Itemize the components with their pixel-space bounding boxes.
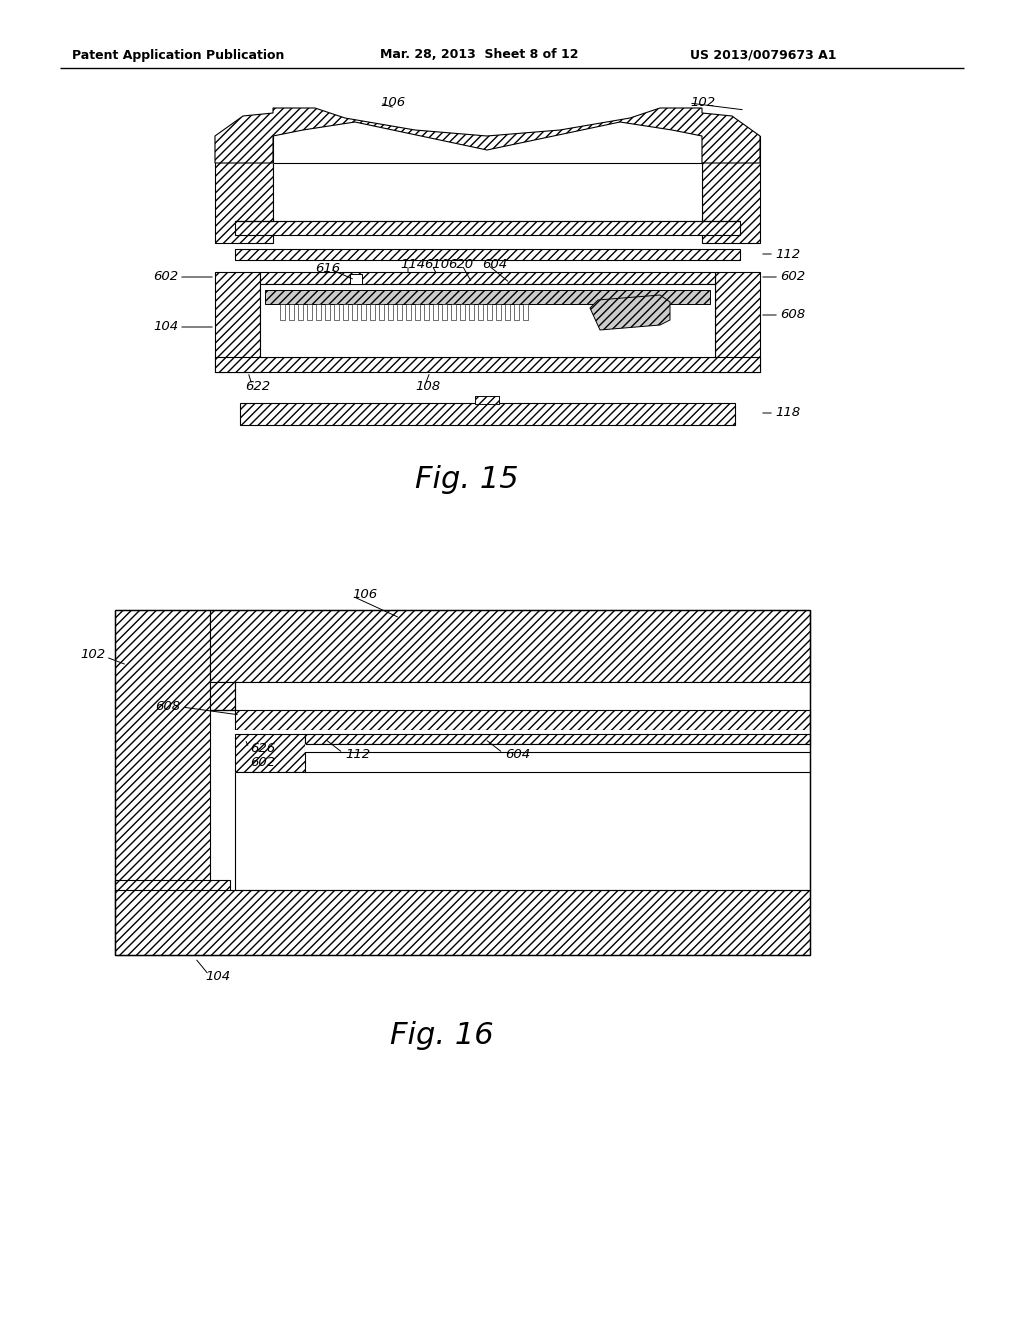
Text: 104: 104 (153, 321, 178, 334)
Text: 106: 106 (380, 95, 406, 108)
Bar (496, 304, 501, 319)
Bar (260, 272, 715, 284)
Bar (334, 304, 339, 319)
Bar (475, 396, 499, 404)
Bar (115, 890, 810, 954)
Text: 104: 104 (205, 970, 230, 983)
Text: 608: 608 (155, 700, 180, 713)
Bar (234, 730, 810, 734)
Text: 610: 610 (424, 257, 450, 271)
Bar (289, 304, 294, 319)
Bar (523, 304, 528, 319)
Text: 622: 622 (245, 380, 270, 392)
Bar (433, 304, 438, 319)
Bar (370, 304, 375, 319)
Bar (305, 734, 810, 744)
Bar (234, 772, 810, 890)
Bar (343, 304, 348, 319)
Text: 108: 108 (415, 380, 440, 392)
Text: Patent Application Publication: Patent Application Publication (72, 49, 285, 62)
Bar (442, 304, 447, 319)
Bar (210, 682, 234, 710)
Bar (702, 136, 760, 243)
Bar (424, 304, 429, 319)
Text: 102: 102 (690, 95, 715, 108)
Bar (260, 284, 715, 356)
Text: 112: 112 (345, 747, 370, 760)
Text: 102: 102 (80, 648, 105, 661)
Bar (350, 275, 362, 284)
Text: 616: 616 (315, 261, 340, 275)
Bar (215, 356, 760, 372)
Bar (505, 304, 510, 319)
Bar (487, 304, 492, 319)
Text: Mar. 28, 2013  Sheet 8 of 12: Mar. 28, 2013 Sheet 8 of 12 (380, 49, 579, 62)
Text: 602: 602 (153, 271, 178, 284)
Bar (215, 136, 273, 243)
Text: US 2013/0079673 A1: US 2013/0079673 A1 (690, 49, 837, 62)
Bar (478, 304, 483, 319)
Bar (305, 744, 810, 752)
Bar (240, 403, 735, 425)
Bar (280, 304, 285, 319)
Bar (273, 162, 702, 219)
Bar (115, 610, 210, 906)
Bar (234, 734, 305, 772)
Bar (210, 682, 810, 710)
Text: 118: 118 (775, 407, 800, 420)
Text: 626: 626 (250, 742, 275, 755)
Text: 608: 608 (780, 309, 805, 322)
Bar (514, 304, 519, 319)
Bar (234, 220, 740, 235)
Text: 620: 620 (449, 257, 473, 271)
Bar (210, 610, 810, 682)
Bar (415, 304, 420, 319)
Text: 112: 112 (775, 248, 800, 260)
Bar (265, 290, 710, 304)
Text: 602: 602 (250, 755, 275, 768)
Polygon shape (215, 108, 760, 162)
Bar (397, 304, 402, 319)
Text: Fig. 16: Fig. 16 (390, 1020, 494, 1049)
Text: 604: 604 (505, 747, 530, 760)
Bar (451, 304, 456, 319)
Bar (388, 304, 393, 319)
Bar (352, 304, 357, 319)
Bar (298, 304, 303, 319)
Bar (234, 710, 810, 730)
Bar (307, 304, 312, 319)
Bar (460, 304, 465, 319)
Text: Fig. 15: Fig. 15 (415, 466, 518, 495)
Bar (475, 396, 499, 404)
Bar (715, 272, 760, 372)
Text: 106: 106 (352, 589, 377, 602)
Polygon shape (590, 294, 670, 330)
Bar (215, 272, 260, 372)
Text: 114: 114 (400, 257, 425, 271)
Text: 604: 604 (482, 257, 507, 271)
Bar (115, 880, 230, 954)
Bar (379, 304, 384, 319)
Bar (325, 304, 330, 319)
Bar (361, 304, 366, 319)
Bar (234, 249, 740, 260)
Bar (469, 304, 474, 319)
Bar (406, 304, 411, 319)
Text: 602: 602 (780, 271, 805, 284)
Bar (316, 304, 321, 319)
